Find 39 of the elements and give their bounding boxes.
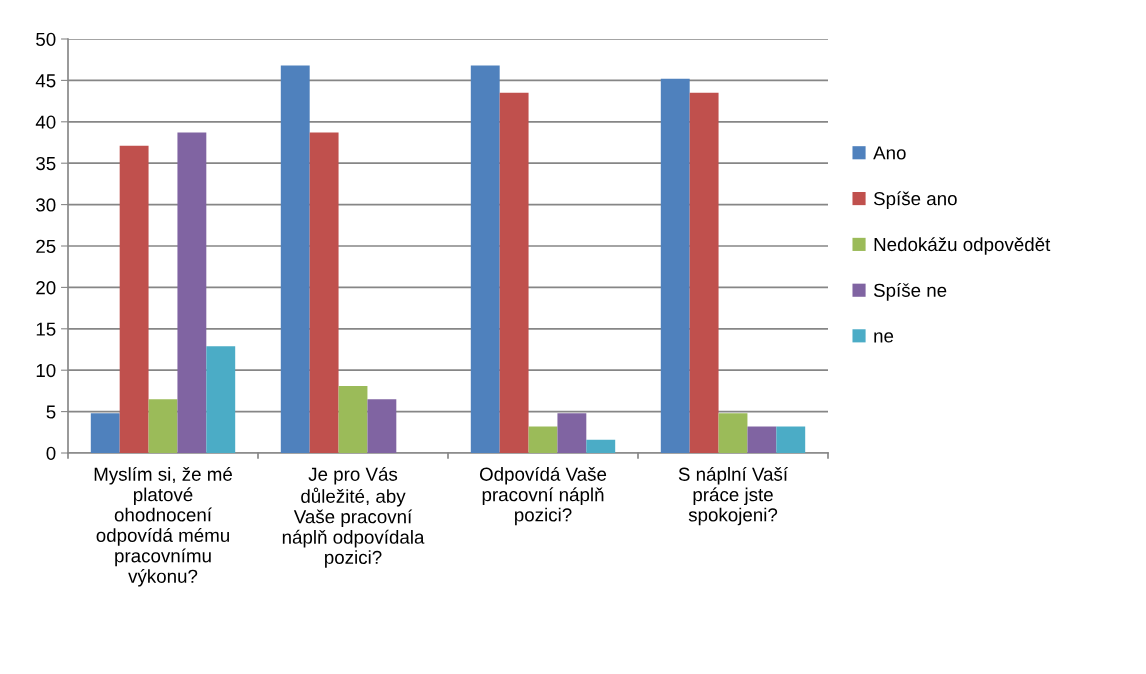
bar	[367, 399, 397, 453]
y-tick-label: 5	[46, 405, 56, 419]
x-tick-label: Odpovídá Vaše pracovní náplň pozici?	[479, 466, 607, 526]
bar	[776, 426, 806, 453]
x-tick-label: Myslím si, že mé platové ohodnocení odpovídá mému pracovnímu výkonu?	[94, 466, 232, 587]
y-tick-label: 20	[36, 281, 56, 295]
legend-label: ne	[874, 332, 894, 343]
bar	[90, 413, 120, 453]
legend-label: Ano	[873, 146, 906, 160]
bar	[718, 413, 748, 453]
y-tick-label: 35	[36, 156, 56, 171]
y-tick-label: 30	[36, 198, 56, 212]
y-tick-label: 45	[35, 74, 56, 88]
bar	[206, 346, 236, 453]
y-tick-label: 0	[46, 446, 56, 460]
bar	[499, 92, 529, 453]
bar	[148, 399, 178, 453]
x-tick-label: Je pro Vás důležité, aby Vaše pracovní náplň odpovídala pozici?	[282, 466, 425, 568]
legend-label: Spíše ano	[873, 191, 957, 210]
y-tick-label: 15	[36, 322, 56, 336]
y-tick-label: 40	[35, 115, 56, 129]
bar	[557, 413, 587, 453]
bar	[309, 132, 339, 453]
bar	[528, 426, 558, 453]
y-tick-label: 25	[36, 239, 56, 253]
bar	[689, 92, 719, 453]
bar	[470, 65, 500, 453]
bar	[586, 439, 616, 453]
bar	[177, 132, 207, 453]
bar	[119, 145, 149, 453]
legend-label: Spíše ne	[873, 282, 947, 301]
bar	[747, 426, 777, 453]
bar	[280, 65, 310, 453]
bar	[660, 78, 690, 453]
bar	[338, 385, 368, 453]
legend-label: Nedokážu odpovědět	[874, 237, 1051, 255]
x-tick-label: S náplní Vaší práce jste spokojeni?	[678, 466, 788, 526]
y-tick-label: 50	[36, 32, 56, 46]
y-tick-label: 10	[36, 363, 56, 378]
